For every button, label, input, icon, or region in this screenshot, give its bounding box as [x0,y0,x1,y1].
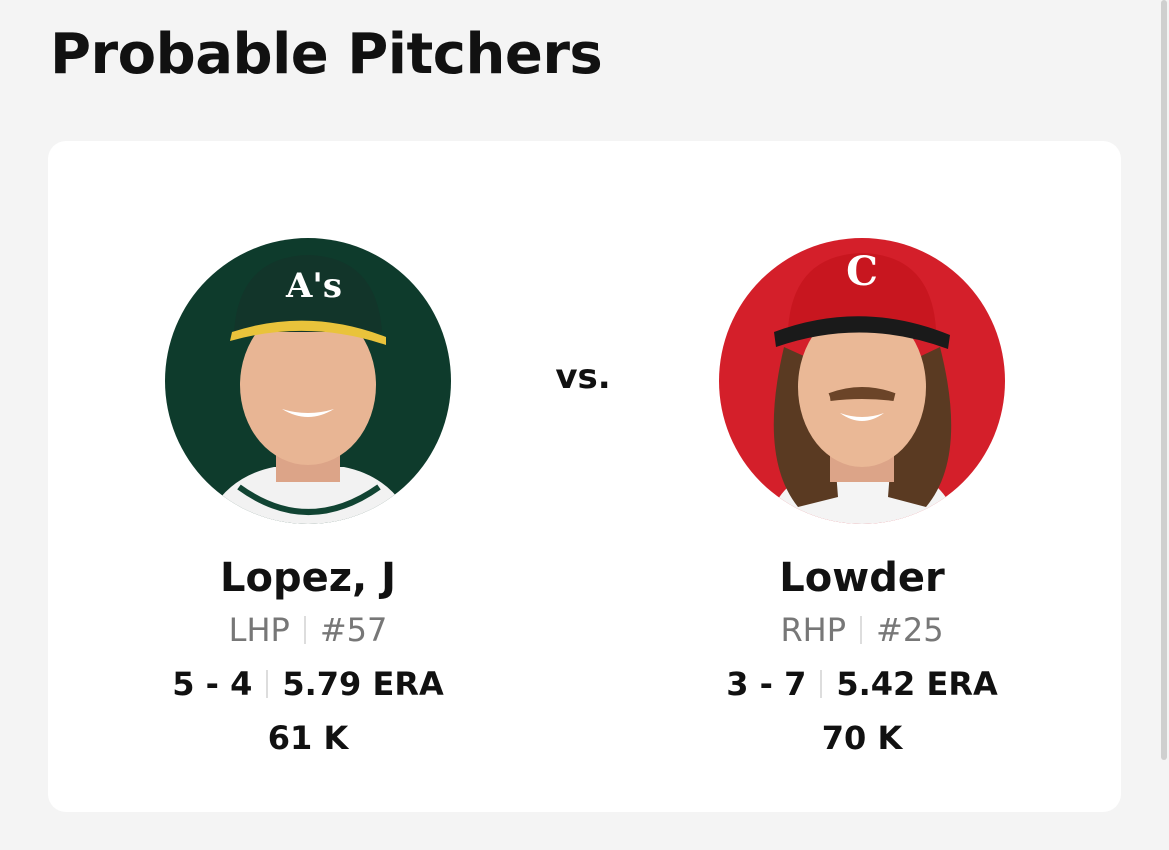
vs-label: vs. [555,357,611,397]
pitcher-name: Lopez, J [219,555,396,601]
era: 5.79 ERA [282,665,444,703]
jersey-number: #57 [319,611,388,649]
pitcher-name: Lowder [779,555,945,601]
jersey-number: #25 [876,611,944,649]
divider [820,670,823,698]
pitcher-card: A's Lopez, J LHP #57 5 - 4 5.79 ERA 61 K [108,237,508,765]
strikeouts: 61 K [267,719,349,757]
page-title: Probable Pitchers [50,22,603,87]
svg-text:A's: A's [285,266,342,306]
pitcher-photo: C [719,238,1005,524]
strikeouts: 70 K [821,719,903,757]
divider [303,616,306,644]
pitcher-card: C Lowder RHP #25 3 - 7 5.42 ERA 70 K [662,237,1062,765]
era: 5.42 ERA [836,665,998,703]
svg-text:C: C [846,248,878,295]
pitcher-stats: 3 - 7 5.42 ERA [662,657,1062,711]
record: 3 - 7 [726,665,807,703]
pitcher-info: LHP #57 [108,603,508,657]
throws: LHP [228,611,290,649]
record: 5 - 4 [172,665,253,703]
pitcher-stats: 5 - 4 5.79 ERA [108,657,508,711]
scrollbar [1161,0,1167,760]
divider [860,616,863,644]
matchup-card: A's Lopez, J LHP #57 5 - 4 5.79 ERA 61 K v… [48,141,1121,812]
strikeouts-row: 61 K [108,711,508,765]
pitcher-photo: A's [165,238,451,524]
strikeouts-row: 70 K [662,711,1062,765]
pitcher-info: RHP #25 [662,603,1062,657]
throws: RHP [780,611,847,649]
divider [266,670,269,698]
